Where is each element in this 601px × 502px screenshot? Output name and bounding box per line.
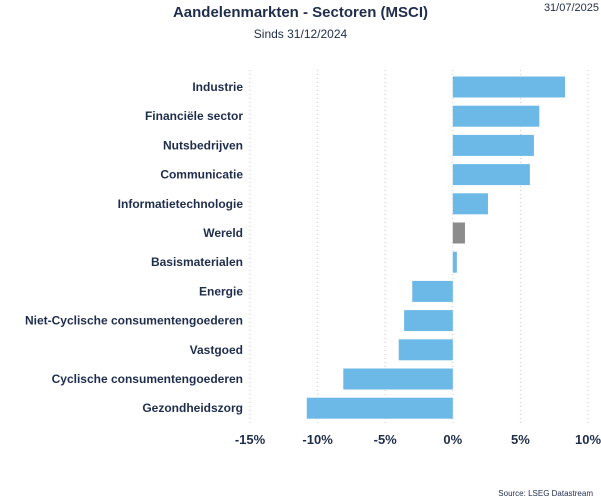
bar [398, 339, 453, 361]
x-tick-label: 10% [575, 432, 601, 447]
chart-subtitle: Sinds 31/12/2024 [253, 27, 348, 41]
bar [452, 251, 457, 273]
x-tick-label: -10% [302, 432, 333, 447]
category-label: Basismaterialen [151, 255, 243, 269]
x-tick-label: -5% [374, 432, 398, 447]
category-label: Industrie [192, 80, 243, 94]
x-tick-label: 0% [443, 432, 462, 447]
bar [452, 193, 488, 215]
category-labels: Industrie Financiële sector Nutsbedrijven C… [25, 80, 243, 415]
source-note: Source: LSEG Datastream [498, 489, 593, 498]
bar [452, 222, 465, 244]
bar [452, 76, 566, 98]
category-label: Financiële sector [145, 109, 243, 123]
bars [306, 76, 566, 419]
category-label: Energie [199, 284, 243, 298]
x-axis-ticks: -15% -10% -5% 0% 5% 10% [235, 432, 601, 447]
bar [452, 105, 540, 127]
bar [343, 368, 453, 390]
category-label: Vastgoed [190, 343, 243, 357]
bar [452, 134, 534, 156]
category-label: Cyclische consumentengoederen [52, 372, 243, 386]
chart-date: 31/07/2025 [543, 2, 599, 14]
category-label: Nutsbedrijven [163, 138, 243, 152]
category-label: Niet-Cyclische consumentengoederen [25, 314, 243, 328]
bar [412, 280, 453, 302]
category-label: Informatietechnologie [118, 197, 244, 211]
bar [404, 310, 453, 332]
category-label: Communicatie [160, 168, 243, 182]
category-label: Wereld [203, 226, 243, 240]
chart-title: Aandelenmarkten - Sectoren (MSCI) [172, 4, 429, 21]
category-label: Gezondheidszorg [142, 401, 243, 415]
bar [452, 164, 530, 186]
x-tick-label: -15% [235, 432, 266, 447]
bar [306, 397, 453, 419]
x-tick-label: 5% [511, 432, 530, 447]
